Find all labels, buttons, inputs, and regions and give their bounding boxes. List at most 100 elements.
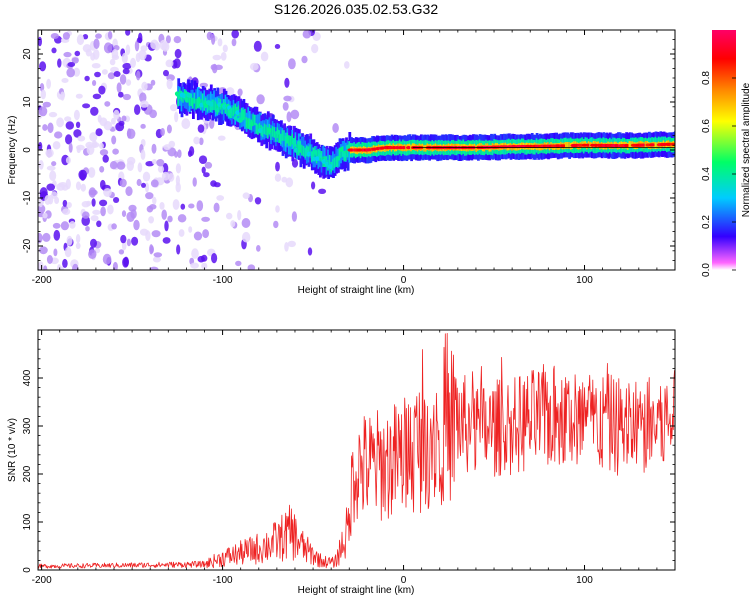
noise-speckle [141,81,148,91]
noise-speckle [202,229,210,239]
ridge-peak [188,93,193,98]
noise-speckle [53,248,58,257]
noise-speckle [274,173,282,182]
noise-speckle [40,89,46,100]
noise-speckle [165,59,174,68]
noise-speckle [75,93,83,99]
noise-speckle [152,159,157,165]
ridge-peak [321,159,327,165]
noise-speckle [172,199,180,210]
ridge-peak [181,93,187,99]
noise-speckle [125,186,133,197]
noise-speckle [242,231,251,243]
noise-speckle [162,163,169,174]
noise-speckle [211,33,216,45]
ridge-cell [180,92,184,112]
noise-speckle [275,161,280,172]
noise-speckle [38,232,43,244]
noise-speckle [82,34,89,40]
noise-speckle [290,109,300,120]
colorbar-gradient [712,30,736,270]
noise-speckle [249,62,259,71]
noise-speckle [104,101,111,107]
ridge-cell [281,130,285,141]
noise-speckle [66,67,75,78]
noise-speckle [50,33,59,39]
noise-speckle [159,202,165,210]
noise-speckle [90,238,97,248]
noise-speckle [42,101,51,108]
noise-speckle [161,209,167,220]
ridge-cell [275,131,278,142]
ridge-cell [234,105,238,125]
spectrogram-image [38,30,675,270]
noise-speckle [42,124,48,131]
snr-series-line [38,332,675,569]
noise-speckle [273,220,279,229]
y-tick-label: 300 [22,417,33,434]
noise-speckle [116,161,126,170]
ridge-cell [309,144,313,155]
ridge-cell [332,159,335,170]
noise-speckle [187,150,193,158]
ridge-cell [297,145,301,156]
ridge-cell [193,93,197,104]
noise-speckle [167,147,177,157]
ridge-cell [221,103,225,115]
noise-speckle [123,256,129,267]
noise-speckle [99,166,105,173]
noise-speckle [150,179,159,188]
noise-speckle [126,238,131,247]
noise-speckle [148,216,155,224]
noise-speckle [177,214,187,223]
noise-speckle [43,265,48,270]
noise-speckle [283,95,292,102]
noise-speckle [95,128,103,137]
noise-speckle [88,249,97,259]
noise-speckle [56,117,64,128]
noise-speckle [307,247,313,256]
ridge-cell [628,141,632,148]
noise-speckle [145,230,151,242]
noise-speckle [52,141,61,150]
ridge-cell [302,146,306,157]
ridge-cell [341,146,345,157]
noise-speckle [65,121,75,130]
x-tick-label: 0 [401,275,407,286]
noise-speckle [140,100,149,108]
noise-speckle [38,160,44,170]
ridge-cell [654,142,658,149]
noise-speckle [318,188,327,194]
noise-speckle [162,237,171,244]
noise-speckle [92,93,102,100]
noise-speckle [284,77,290,88]
ridge-cell [242,109,246,121]
snr-frame [37,329,676,571]
noise-speckle [118,249,125,255]
noise-speckle [164,220,169,232]
noise-speckle [159,39,168,51]
noise-speckle [103,188,112,197]
noise-speckle [255,245,261,252]
noise-speckle [288,58,296,70]
y-tick-label: 200 [22,465,33,482]
ridge-cell [337,156,340,167]
colorbar-tick-label: 0.6 [701,119,712,133]
ridge-cell [209,101,213,113]
noise-speckle [119,178,127,188]
noise-speckle [217,135,226,141]
noise-speckle [247,264,256,270]
ridge-cell [568,142,571,149]
noise-speckle [63,51,72,58]
noise-speckle [163,144,171,151]
noise-speckle [193,136,200,145]
noise-speckle [121,210,127,218]
x-tick-label: 100 [576,575,593,586]
noise-speckle [113,109,120,120]
ridge-cell [335,156,339,167]
ridge-cell [232,105,236,117]
noise-speckle [178,229,185,237]
noise-speckle [57,58,62,68]
ridge-cell [291,133,295,145]
